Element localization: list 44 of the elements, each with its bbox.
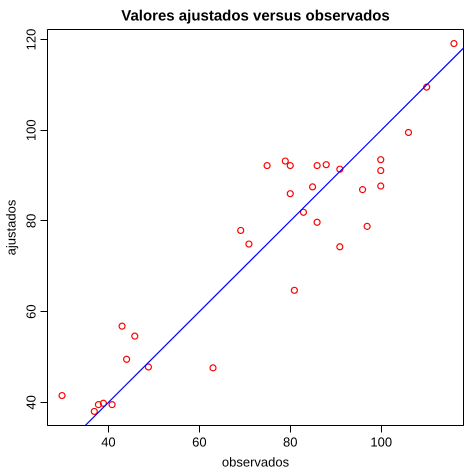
point <box>308 183 316 190</box>
y-tick-label: 40 <box>24 395 38 410</box>
point <box>314 218 321 226</box>
point <box>336 243 344 250</box>
point <box>144 363 152 371</box>
x-tick-label: 60 <box>192 434 207 450</box>
point <box>282 157 289 165</box>
y-tick-label: 60 <box>24 304 38 319</box>
point <box>58 392 66 400</box>
point <box>118 322 126 330</box>
point <box>358 186 366 194</box>
point <box>131 332 138 340</box>
x-tick-label: 40 <box>101 434 116 450</box>
point <box>404 128 412 136</box>
point <box>94 401 102 408</box>
point <box>377 156 384 164</box>
point <box>123 356 130 363</box>
y-axis-title: ajustados <box>4 199 18 256</box>
point <box>108 401 116 408</box>
y-tick-label: 80 <box>24 214 38 228</box>
point <box>377 182 384 190</box>
point <box>286 162 294 170</box>
point <box>423 84 430 91</box>
y-tick-label: 100 <box>24 119 38 142</box>
point <box>300 208 308 216</box>
chart-title: Valores ajustados versus observados <box>121 8 390 24</box>
x-axis-title: observados <box>222 454 290 470</box>
x-tick-label: 80 <box>283 434 298 450</box>
x-tick-label: 100 <box>370 434 392 450</box>
point <box>377 166 384 174</box>
point <box>90 408 98 416</box>
point <box>263 162 271 170</box>
point <box>245 240 253 248</box>
y-tick-label: 120 <box>24 28 38 50</box>
point <box>314 162 321 170</box>
point <box>237 226 244 234</box>
point <box>290 286 298 294</box>
point <box>450 40 458 48</box>
point <box>286 190 294 198</box>
point <box>100 400 108 407</box>
point <box>322 161 330 168</box>
point <box>209 364 217 372</box>
point <box>336 166 344 173</box>
point <box>364 222 371 230</box>
